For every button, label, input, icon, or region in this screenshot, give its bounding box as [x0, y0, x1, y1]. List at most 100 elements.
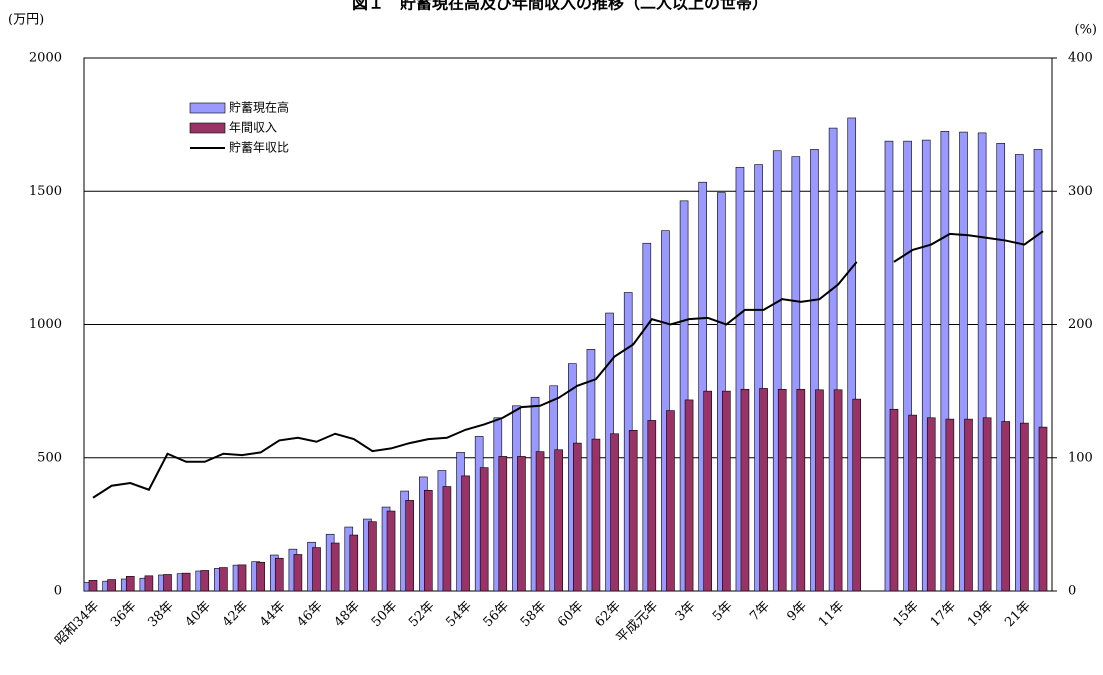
bar [889, 408, 899, 592]
x-tick-label: 58年 [518, 599, 549, 630]
bar [517, 456, 526, 592]
y2-tick-label: 300 [1068, 184, 1093, 199]
bar [828, 127, 838, 592]
bar [996, 142, 1006, 592]
bar [405, 500, 414, 592]
bar [847, 117, 857, 592]
x-tick-label: 56年 [481, 599, 512, 630]
bar [368, 521, 377, 592]
bar [349, 534, 359, 592]
y-tick-label: 500 [37, 450, 62, 465]
x-tick-label: 60年 [555, 599, 586, 630]
bar [959, 131, 968, 592]
legend-label: 年間収入 [229, 121, 277, 135]
bar [181, 572, 191, 592]
bar [144, 575, 154, 592]
y-tick-label: 1000 [29, 317, 62, 332]
bar [679, 200, 689, 592]
bar [722, 390, 731, 592]
bar [884, 140, 894, 592]
y2-tick-label: 0 [1068, 584, 1076, 599]
bar [926, 417, 936, 592]
bar [591, 438, 601, 592]
x-tick-label: 46年 [294, 599, 325, 630]
bar [125, 576, 135, 592]
bar [1020, 422, 1029, 592]
bar [107, 579, 116, 592]
x-tick-label: 38年 [145, 599, 176, 630]
x-tick-label: 52年 [406, 599, 437, 630]
bar [386, 510, 396, 592]
x-tick-label: 3年 [673, 599, 699, 625]
y2-tick-label: 100 [1068, 450, 1093, 465]
x-tick-label: 48年 [332, 599, 363, 630]
bar [772, 150, 782, 592]
y2-tick-label: 200 [1068, 317, 1093, 332]
legend-swatch [189, 102, 226, 114]
bar [796, 388, 806, 592]
bar [274, 557, 284, 592]
bar [219, 567, 228, 592]
bar [810, 149, 819, 592]
bar [666, 410, 675, 592]
y-tick-label: 2000 [29, 51, 62, 66]
bar [312, 547, 321, 592]
legend-label: 貯蓄現在高 [229, 100, 289, 115]
bar [237, 564, 247, 592]
bar [921, 139, 931, 592]
bar [423, 489, 433, 592]
bar [1033, 149, 1043, 592]
x-tick-label: 17年 [928, 599, 959, 630]
x-tick-label: 54年 [443, 599, 474, 630]
bar [964, 418, 973, 592]
x-tick-label: 11年 [816, 599, 847, 630]
bar [735, 166, 745, 592]
bar [908, 414, 917, 592]
bar [642, 242, 652, 592]
x-tick-label: 15年 [890, 599, 921, 630]
bar [982, 417, 992, 592]
bar [442, 486, 452, 592]
y2-tick-label: 400 [1068, 51, 1093, 66]
bar [573, 442, 582, 592]
bar [330, 542, 340, 592]
x-tick-label: 50年 [369, 599, 400, 630]
bar [815, 389, 824, 592]
y-tick-label: 1500 [29, 184, 62, 199]
bar [1015, 154, 1024, 592]
bar [777, 388, 787, 592]
bar [293, 554, 303, 592]
bar [461, 475, 470, 592]
chart-title: 図１ 貯蓄現在高及び年間収入の推移（二人以上の世帯） [352, 0, 768, 13]
x-tick-label: 7年 [747, 599, 773, 625]
x-tick-label: 40年 [183, 599, 214, 630]
bar [647, 420, 657, 592]
x-tick-label: 9年 [784, 599, 810, 625]
y2-axis-label: (%) [1075, 23, 1098, 38]
bar [833, 389, 843, 592]
x-tick-label: 44年 [257, 599, 288, 630]
x-tick-label: 42年 [220, 599, 251, 630]
x-tick-label: 5年 [710, 599, 736, 625]
legend-label: 貯蓄年収比 [229, 141, 289, 155]
ratio-line [92, 230, 1044, 499]
bar [163, 574, 172, 592]
bar [610, 433, 619, 592]
x-tick-label: 62年 [592, 599, 623, 630]
bar [740, 388, 750, 592]
bar [759, 388, 768, 592]
bar [703, 390, 713, 592]
bar [684, 399, 694, 592]
bar [535, 451, 545, 592]
bar [88, 580, 98, 592]
bar [479, 467, 489, 592]
bar [945, 418, 955, 592]
legend-swatch [189, 122, 226, 134]
bar [940, 130, 950, 592]
bar [200, 570, 210, 592]
bar [498, 456, 508, 592]
bar [698, 181, 708, 592]
bar [791, 156, 801, 592]
bar [754, 164, 763, 592]
